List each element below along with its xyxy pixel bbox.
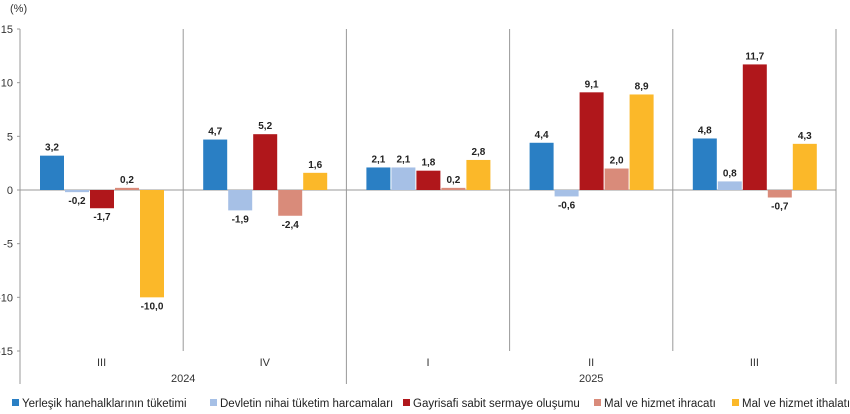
legend-label: Gayrisafi sabit sermaye oluşumu	[413, 398, 580, 410]
year-label: 2025	[579, 373, 603, 385]
bar	[65, 190, 89, 193]
category-label: I	[426, 357, 429, 369]
legend-swatch	[732, 399, 739, 406]
data-label: -1,7	[93, 212, 111, 223]
data-label: 0,2	[120, 175, 134, 186]
bar	[303, 172, 328, 190]
category-label: III	[750, 357, 759, 369]
data-label: -0,2	[68, 196, 86, 207]
bar	[391, 167, 416, 190]
data-label: 2,1	[396, 154, 410, 165]
data-label: 8,9	[635, 81, 649, 92]
legend-label: Yerleşik hanehalklarının tüketimi	[22, 398, 187, 410]
data-label: 2,1	[371, 154, 385, 165]
legend-label: Mal ve hizmet ihracatı	[604, 398, 716, 410]
bar	[554, 190, 579, 197]
y-tick-label: 5	[7, 131, 13, 143]
data-label: -0,6	[558, 200, 576, 211]
bar	[742, 64, 767, 190]
data-label: 4,3	[798, 131, 812, 142]
data-label: 2,0	[610, 156, 624, 167]
legend-swatch	[594, 399, 601, 406]
bar	[767, 190, 792, 198]
data-label: -2,4	[282, 220, 300, 231]
bar	[140, 190, 164, 298]
data-label: 0,8	[723, 168, 737, 179]
bar	[717, 181, 742, 190]
legend-swatch	[403, 399, 410, 406]
bar	[604, 168, 629, 190]
bar	[792, 143, 817, 190]
data-label: 3,2	[45, 143, 59, 154]
bar	[253, 134, 278, 190]
legend-label: Devletin nihai tüketim harcamaları	[220, 398, 393, 410]
data-label: -10,0	[141, 301, 164, 312]
data-label: 2,8	[471, 147, 485, 158]
data-label: -1,9	[232, 214, 250, 225]
unit-label: (%)	[10, 3, 27, 15]
y-tick-label: -15	[0, 346, 13, 358]
y-tick-label: -10	[0, 292, 13, 304]
bar	[416, 170, 441, 190]
bar	[629, 94, 654, 190]
data-label: 4,8	[698, 125, 712, 136]
bar	[579, 92, 604, 190]
data-label: 4,7	[208, 127, 222, 138]
data-label: 11,7	[745, 51, 764, 62]
data-label: 5,2	[258, 121, 272, 132]
data-label: 4,4	[535, 130, 549, 141]
bar	[115, 187, 139, 190]
bar	[441, 187, 466, 190]
bar	[228, 190, 253, 211]
bar	[90, 190, 114, 209]
bar	[203, 139, 228, 190]
legend-label: Mal ve hizmet ithalatı	[742, 398, 850, 410]
category-label: IV	[260, 357, 271, 369]
bar	[466, 159, 491, 190]
legend-swatch	[12, 399, 19, 406]
bar	[366, 167, 391, 190]
data-label: 0,2	[446, 175, 460, 186]
data-label: -0,7	[771, 202, 789, 213]
legend-swatch	[210, 399, 217, 406]
category-label: II	[588, 357, 594, 369]
bar	[40, 155, 64, 190]
data-label: 9,1	[585, 79, 599, 90]
data-label: 1,8	[421, 158, 435, 169]
year-label: 2024	[171, 373, 195, 385]
category-label: III	[97, 357, 106, 369]
bar	[529, 142, 554, 190]
y-tick-label: 10	[1, 78, 13, 90]
bar	[278, 190, 303, 216]
y-tick-label: -5	[3, 239, 13, 251]
y-tick-label: 15	[1, 24, 13, 36]
data-label: 1,6	[308, 160, 322, 171]
y-tick-label: 0	[7, 185, 13, 197]
bar	[692, 138, 717, 190]
